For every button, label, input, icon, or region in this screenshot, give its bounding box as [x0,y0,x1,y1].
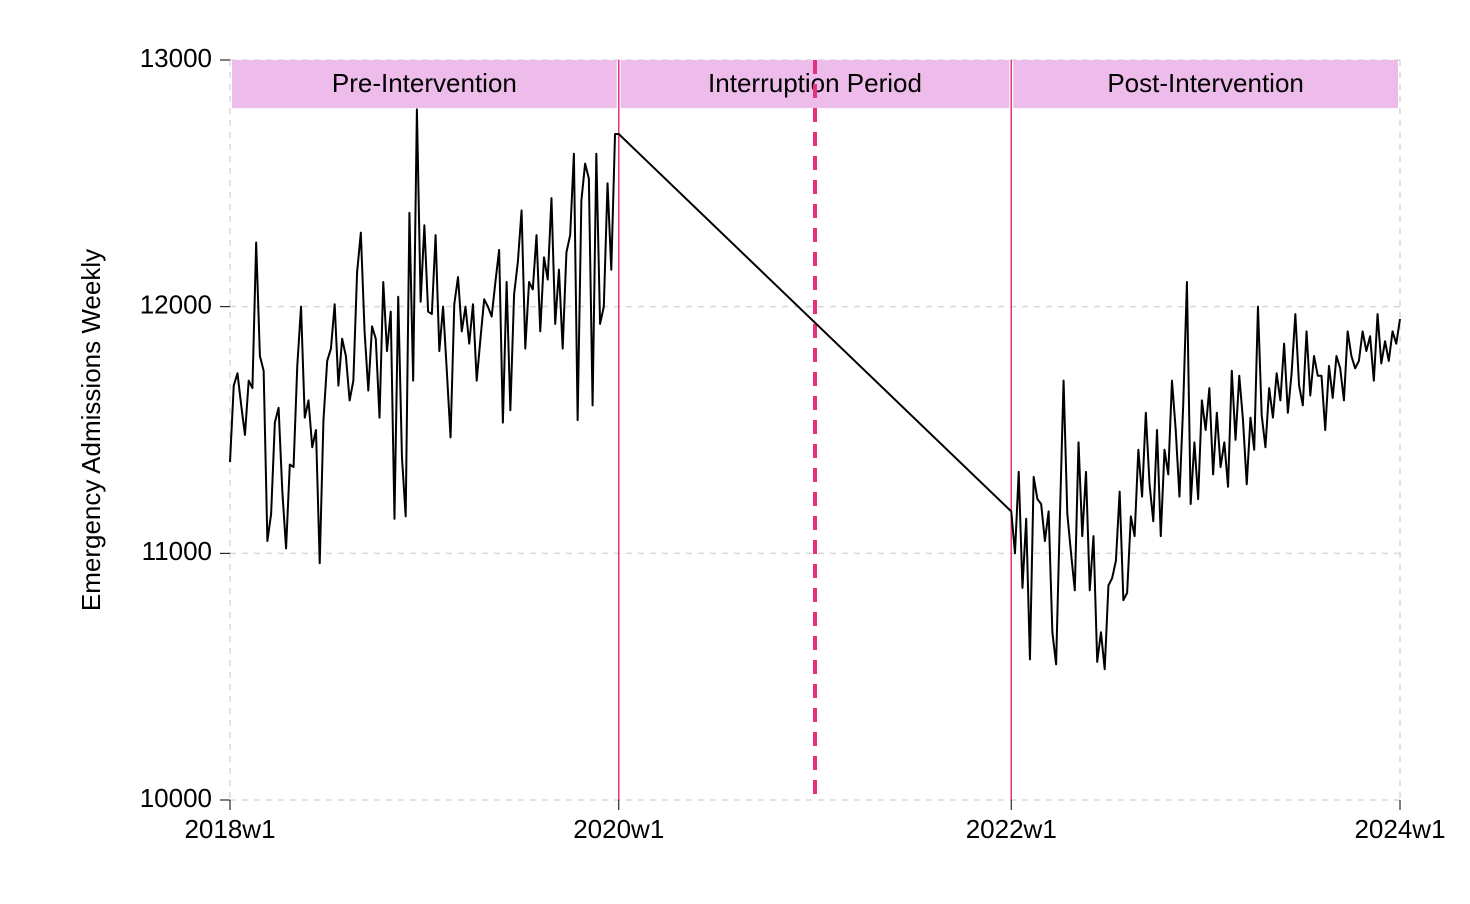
y-tick-label: 11000 [142,536,212,566]
period-label: Post-Intervention [1107,68,1304,98]
period-label: Pre-Intervention [332,68,517,98]
x-tick-label: 2024w1 [1354,814,1445,844]
timeseries-chart: Pre-InterventionInterruption PeriodPost-… [0,0,1470,904]
x-tick-label: 2020w1 [573,814,664,844]
y-tick-label: 12000 [140,290,212,320]
y-axis-label: Emergency Admissions Weekly [76,249,106,611]
chart-container: Pre-InterventionInterruption PeriodPost-… [0,0,1470,904]
y-tick-label: 10000 [140,783,212,813]
x-tick-label: 2022w1 [966,814,1057,844]
y-tick-label: 13000 [140,43,212,73]
x-tick-label: 2018w1 [184,814,275,844]
